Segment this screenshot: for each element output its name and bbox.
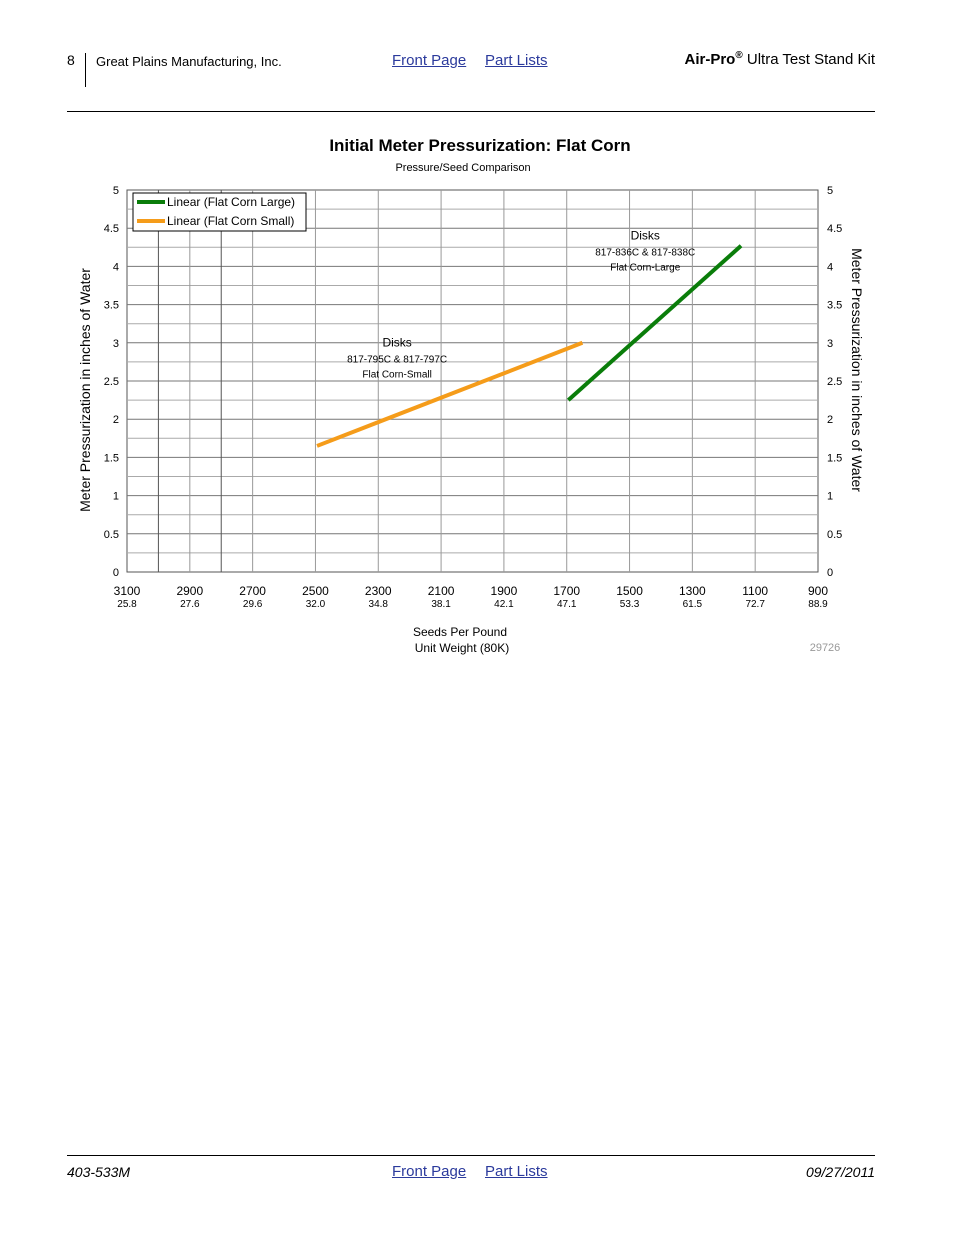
y-tick-label-left: 1.5 bbox=[104, 452, 119, 464]
footer-part-lists-link[interactable]: Part Lists bbox=[485, 1163, 548, 1180]
y-tick-label-left: 0.5 bbox=[104, 529, 119, 541]
y-tick-label-left: 2 bbox=[113, 414, 119, 426]
x-tick-label-secondary: 27.6 bbox=[180, 599, 200, 610]
figure-id: 29726 bbox=[810, 642, 841, 654]
y-tick-label-right: 4.5 bbox=[827, 223, 842, 235]
y-tick-label-left: 1 bbox=[113, 491, 119, 503]
x-tick-label-secondary: 34.8 bbox=[369, 599, 389, 610]
annotation-description: Flat Corn-Small bbox=[362, 370, 431, 381]
annotation-title: Disks bbox=[631, 229, 660, 243]
y-tick-label-left: 4.5 bbox=[104, 223, 119, 235]
y-axis-label-right: Meter Pressurization in inches of Water bbox=[849, 248, 865, 492]
chart-title: Initial Meter Pressurization: Flat Corn bbox=[329, 136, 630, 155]
product-title: Air-Pro® Ultra Test Stand Kit bbox=[684, 50, 875, 68]
x-tick-label: 1900 bbox=[491, 584, 518, 598]
y-tick-label-right: 0.5 bbox=[827, 529, 842, 541]
page-number: 8 bbox=[67, 52, 75, 68]
y-tick-label-right: 2.5 bbox=[827, 376, 842, 388]
x-tick-label: 2100 bbox=[428, 584, 455, 598]
y-tick-label-left: 3 bbox=[113, 338, 119, 350]
header-rule bbox=[67, 111, 875, 112]
y-axis-label-left: Meter Pressurization in inches of Water bbox=[77, 268, 93, 512]
header-divider bbox=[85, 53, 86, 87]
annotation-description: Flat Corn-Large bbox=[610, 263, 680, 274]
legend-box bbox=[132, 192, 307, 232]
product-brand: Air-Pro bbox=[684, 51, 736, 68]
y-tick-label-right: 3 bbox=[827, 338, 833, 350]
y-tick-label-right: 1.5 bbox=[827, 452, 842, 464]
annotations: Disks 817-836C & 817-838C Flat Corn-Large D… bbox=[347, 229, 695, 381]
series-lines bbox=[316, 244, 743, 448]
annotation-part-numbers: 817-795C & 817-797C bbox=[347, 355, 447, 366]
x-tick-label: 3100 bbox=[114, 584, 141, 598]
registered-mark: ® bbox=[735, 50, 743, 61]
x-tick-label-secondary: 53.3 bbox=[620, 599, 640, 610]
chart-subtitle: Pressure/Seed Comparison bbox=[395, 162, 530, 174]
x-tick-label-secondary: 29.6 bbox=[243, 599, 263, 610]
series-line bbox=[566, 244, 743, 402]
y-tick-label-right: 3.5 bbox=[827, 300, 842, 312]
x-tick-label: 900 bbox=[808, 584, 828, 598]
pressure-chart: Initial Meter Pressurization: Flat Corn … bbox=[77, 136, 865, 655]
y-tick-label-left: 5 bbox=[113, 185, 119, 197]
y-tick-label-right: 0 bbox=[827, 567, 833, 579]
annotation-part-numbers: 817-836C & 817-838C bbox=[595, 248, 695, 259]
y-tick-label-right: 5 bbox=[827, 185, 833, 197]
x-tick-label-secondary: 32.0 bbox=[306, 599, 326, 610]
x-tick-label-secondary: 42.1 bbox=[494, 599, 514, 610]
y-tick-label-left: 2.5 bbox=[104, 376, 119, 388]
y-tick-label-left: 3.5 bbox=[104, 300, 119, 312]
x-tick-label-secondary: 88.9 bbox=[808, 599, 828, 610]
footer-rule bbox=[67, 1155, 875, 1156]
y-tick-label-left: 0 bbox=[113, 567, 119, 579]
annotation-title: Disks bbox=[382, 336, 411, 350]
x-tick-label: 1300 bbox=[679, 584, 706, 598]
y-tick-label-right: 2 bbox=[827, 414, 833, 426]
x-axis-label: Seeds Per Pound bbox=[413, 625, 507, 639]
x-tick-label-secondary: 72.7 bbox=[745, 599, 765, 610]
front-page-link[interactable]: Front Page bbox=[392, 52, 467, 69]
x-tick-label-secondary: 61.5 bbox=[683, 599, 703, 610]
x-tick-label-secondary: 25.8 bbox=[117, 599, 137, 610]
company-name: Great Plains Manufacturing, Inc. bbox=[96, 54, 282, 69]
x-tick-label-secondary: 47.1 bbox=[557, 599, 577, 610]
part-lists-link[interactable]: Part Lists bbox=[485, 52, 548, 69]
x-tick-label: 2500 bbox=[302, 584, 329, 598]
x-tick-label: 1700 bbox=[553, 584, 580, 598]
legend-label: Linear (Flat Corn Small) bbox=[167, 214, 294, 228]
x-tick-label: 2900 bbox=[176, 584, 203, 598]
legend-label: Linear (Flat Corn Large) bbox=[167, 195, 295, 209]
tick-labels: 0 0 0.5 0.5 1 1 1.5 1.5 2 2 2.5 2.5 3 3 3.5 3.5 4 4 4.5 4.5… bbox=[104, 185, 843, 610]
y-tick-label-left: 4 bbox=[113, 261, 119, 273]
x-tick-label: 1100 bbox=[742, 584, 768, 598]
y-tick-label-right: 1 bbox=[827, 491, 833, 503]
doc-number: 403-533M bbox=[67, 1164, 131, 1180]
product-name: Ultra Test Stand Kit bbox=[742, 51, 875, 68]
x-axis-label-secondary: Unit Weight (80K) bbox=[415, 641, 509, 655]
legend: Linear (Flat Corn Large) Linear (Flat Cor… bbox=[132, 192, 307, 232]
y-tick-label-right: 4 bbox=[827, 261, 833, 273]
grid bbox=[126, 189, 819, 573]
footer-date: 09/27/2011 bbox=[805, 1164, 875, 1180]
series-line bbox=[316, 340, 584, 448]
x-tick-label: 2300 bbox=[365, 584, 392, 598]
x-tick-label-secondary: 38.1 bbox=[431, 599, 451, 610]
footer-front-page-link[interactable]: Front Page bbox=[392, 1163, 467, 1180]
x-tick-label: 1500 bbox=[616, 584, 643, 598]
x-tick-label: 2700 bbox=[239, 584, 266, 598]
